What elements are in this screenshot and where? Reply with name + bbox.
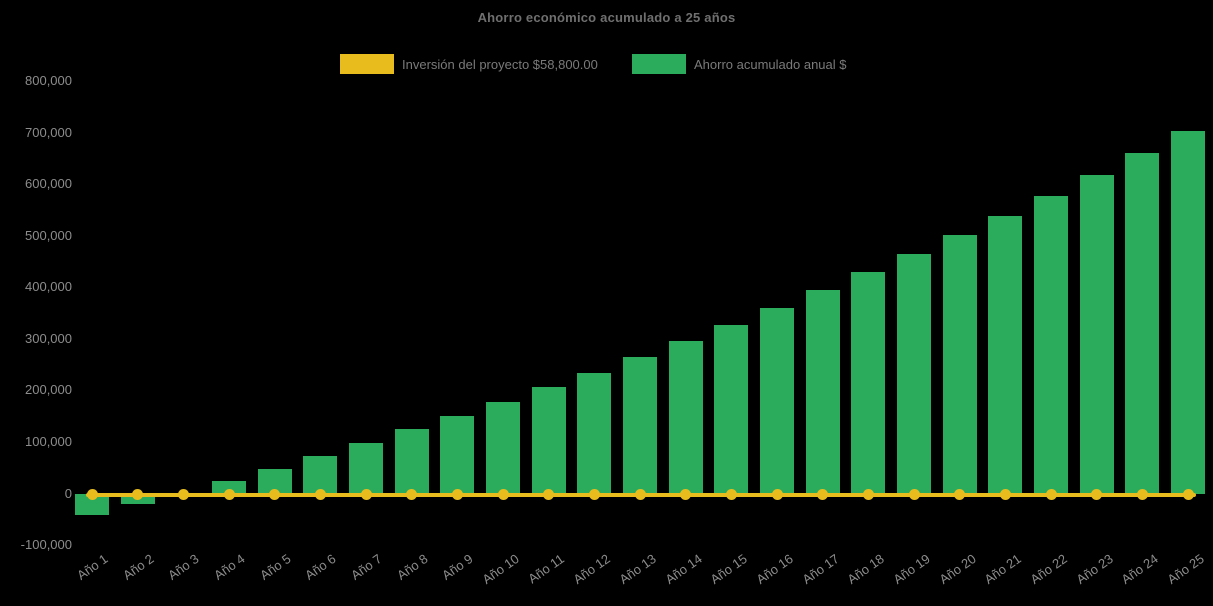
x-axis-tick-label: Año 24 [1118, 551, 1162, 587]
investment-line-marker [1136, 489, 1148, 501]
investment-line-marker [86, 489, 98, 501]
y-axis-tick-label: 500,000 [25, 227, 72, 243]
investment-line-marker [543, 489, 555, 501]
investment-line-marker [725, 489, 737, 501]
investment-line-marker [269, 489, 281, 501]
x-axis-tick-label: Año 14 [661, 551, 705, 587]
x-axis-tick-label: Año 21 [981, 551, 1025, 587]
bar-año-13 [623, 356, 658, 494]
investment-line-marker [314, 489, 326, 501]
bar-año-11 [531, 387, 566, 494]
investment-line-marker [634, 489, 646, 501]
bar-año-1 [75, 493, 109, 516]
bar-año-7 [349, 443, 384, 494]
investment-line-marker [954, 489, 966, 501]
bar-año-8 [394, 429, 429, 494]
x-axis-tick-label: Año 8 [393, 551, 431, 583]
x-axis-tick-label: Año 16 [753, 551, 796, 587]
bar-año-12 [577, 372, 612, 494]
bar-año-10 [486, 401, 521, 494]
y-axis-tick-label: 800,000 [25, 73, 72, 88]
y-axis-tick-label: 600,000 [25, 176, 72, 192]
legend-label-savings: Ahorro acumulado anual $ [694, 56, 847, 72]
bar-año-17 [805, 290, 840, 494]
investment-line-marker [1045, 489, 1057, 501]
x-axis-tick-label: Año 13 [616, 551, 659, 587]
investment-line-marker [497, 489, 509, 501]
bar-año-23 [1079, 175, 1114, 494]
y-axis-tick-label: 100,000 [25, 433, 72, 449]
bar-año-15 [714, 325, 749, 494]
bar-año-4 [212, 480, 246, 494]
investment-line-marker [223, 489, 235, 501]
y-axis-tick-label: 700,000 [25, 124, 72, 140]
investment-line-marker [588, 489, 600, 501]
investment-line-marker [406, 489, 418, 501]
bar-año-22 [1034, 196, 1069, 494]
investment-line-marker [771, 489, 783, 501]
legend-swatch-savings [632, 54, 686, 74]
y-axis-tick-label: -100,000 [20, 537, 72, 553]
x-axis-tick-label: Año 7 [348, 551, 385, 583]
x-axis-tick-label: Año 6 [302, 551, 339, 583]
legend-label-investment: Inversión del proyecto $58,800.00 [402, 56, 598, 72]
investment-line-marker [908, 489, 920, 501]
bar-año-16 [760, 307, 795, 494]
bar-año-18 [851, 272, 886, 494]
chart-title: Ahorro económico acumulado a 25 años [477, 10, 736, 25]
bar-año-9 [440, 416, 475, 494]
x-axis-tick-label: Año 9 [439, 551, 476, 583]
bar-año-19 [897, 253, 932, 494]
x-axis-tick-label: Año 19 [890, 551, 933, 587]
y-axis-tick-label: 400,000 [25, 279, 72, 295]
investment-line-marker [680, 489, 692, 501]
legend-swatch-investment [340, 54, 394, 74]
investment-line-marker [451, 489, 463, 501]
bar-año-25 [1171, 130, 1206, 494]
x-axis-tick-label: Año 5 [256, 551, 294, 583]
x-axis-tick-label: Año 18 [844, 551, 887, 587]
y-axis-tick-label: 0 [64, 485, 72, 501]
x-axis-tick-label: Año 10 [479, 551, 522, 587]
x-axis-tick-label: Año 11 [525, 551, 568, 587]
bar-año-14 [668, 340, 703, 494]
investment-line-marker [360, 489, 372, 501]
y-axis-tick-label: 200,000 [25, 382, 72, 398]
x-axis-tick-label: Año 1 [74, 551, 111, 583]
investment-line-marker [817, 489, 829, 501]
x-axis-tick-label: Año 15 [707, 551, 750, 587]
bar-año-21 [988, 215, 1023, 494]
x-axis-tick-label: Año 2 [119, 551, 157, 583]
x-axis-tick-label: Año 12 [570, 551, 613, 587]
legend-item-savings: Ahorro acumulado anual $ [632, 54, 847, 74]
bar-año-6 [303, 455, 338, 494]
investment-line-marker [862, 489, 874, 501]
investment-line-marker [132, 489, 144, 501]
x-axis-tick-label: Año 20 [935, 551, 979, 587]
bar-año-20 [942, 235, 977, 494]
x-axis-tick-label: Año 25 [1164, 551, 1207, 587]
x-axis-tick-label: Año 4 [211, 551, 248, 583]
investment-line-marker [177, 489, 189, 501]
investment-line-marker [1091, 489, 1103, 501]
legend-item-investment: Inversión del proyecto $58,800.00 [340, 54, 598, 74]
y-axis-tick-label: 300,000 [25, 330, 72, 346]
investment-line-marker [1182, 489, 1194, 501]
x-axis-tick-label: Año 23 [1072, 551, 1116, 587]
investment-line-marker [999, 489, 1011, 501]
x-axis-tick-label: Año 17 [798, 551, 842, 587]
x-axis-tick-label: Año 3 [165, 551, 202, 583]
bar-año-24 [1125, 153, 1160, 494]
x-axis-tick-label: Año 22 [1027, 551, 1070, 587]
